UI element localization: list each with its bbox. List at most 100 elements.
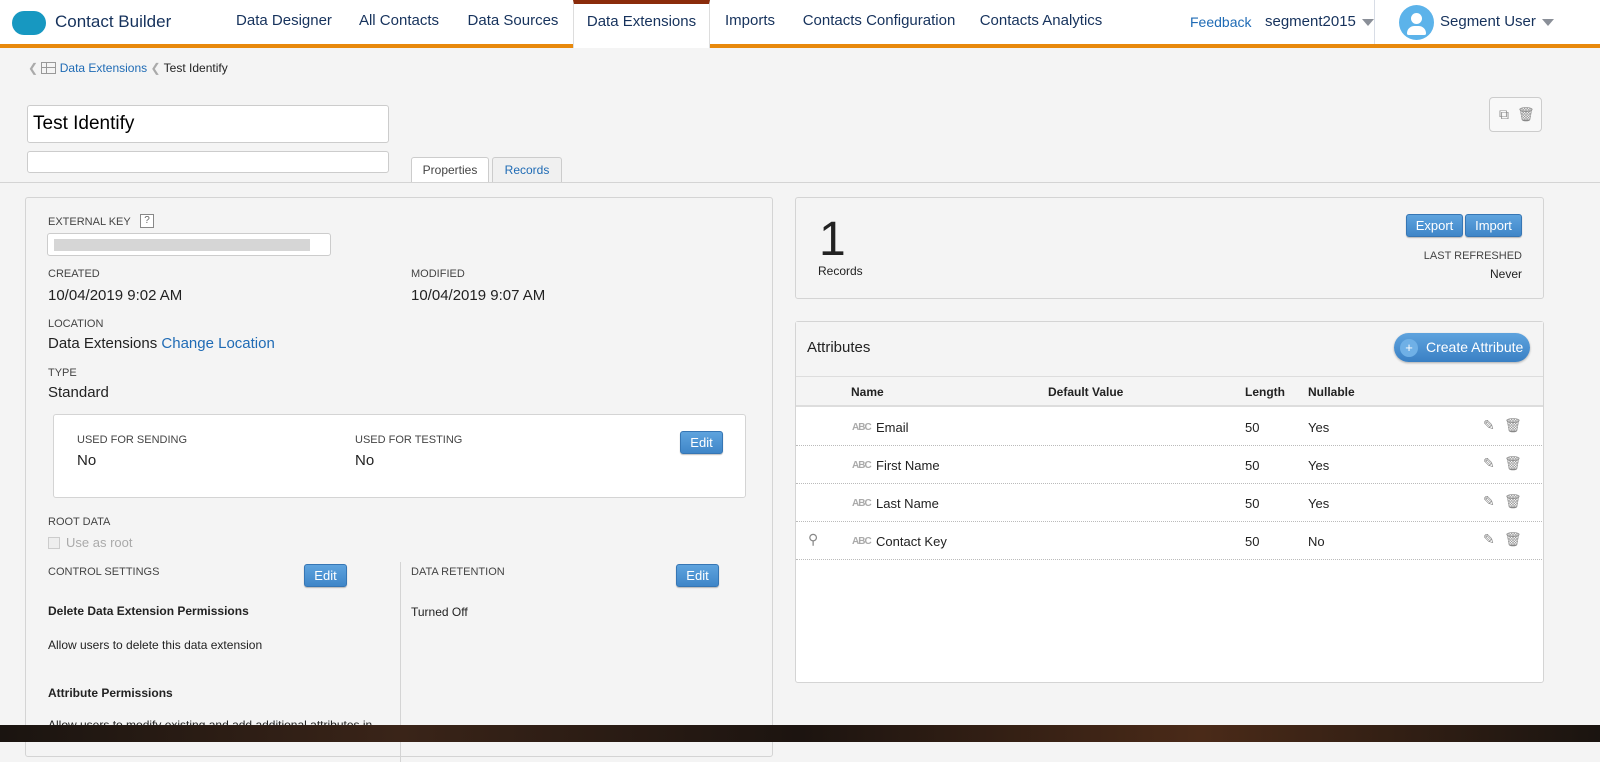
type-label: TYPE	[48, 367, 77, 379]
account-dropdown[interactable]: segment2015	[1265, 13, 1374, 30]
actions-button-group: ⧉ 🗑	[1489, 97, 1542, 132]
text-type-icon: ABC	[852, 422, 872, 433]
tab-properties[interactable]: Properties	[411, 157, 489, 183]
feedback-link[interactable]: Feedback	[1190, 14, 1252, 30]
change-location-link[interactable]: Change Location	[161, 335, 275, 352]
chevron-left-icon: ❮	[150, 61, 161, 75]
name-input[interactable]	[27, 105, 389, 143]
attributes-panel: Attributes + Create Attribute Name Defaul…	[795, 321, 1544, 683]
attribute-name: Contact Key	[876, 534, 947, 549]
nav-contacts-analytics[interactable]: Contacts Analytics	[979, 12, 1103, 29]
root-data-label: ROOT DATA	[48, 516, 111, 528]
attribute-nullable: No	[1308, 534, 1325, 549]
nav-data-sources[interactable]: Data Sources	[467, 12, 559, 29]
modified-value: 10/04/2019 9:07 AM	[411, 287, 546, 304]
edit-control-settings-button[interactable]: Edit	[304, 564, 347, 587]
help-icon[interactable]: ?	[140, 214, 154, 228]
nav-contacts-configuration[interactable]: Contacts Configuration	[802, 12, 956, 29]
edit-pencil-icon[interactable]: ✎	[1483, 531, 1495, 547]
divider	[0, 182, 1600, 183]
copy-icon[interactable]: ⧉	[1499, 106, 1509, 122]
used-for-sending-label: USED FOR SENDING	[77, 434, 188, 446]
edit-data-retention-button[interactable]: Edit	[676, 564, 719, 587]
attribute-length: 50	[1245, 496, 1260, 511]
column-nullable[interactable]: Nullable	[1308, 385, 1355, 399]
trash-icon[interactable]: 🗑	[1504, 417, 1522, 433]
records-label: Records	[818, 264, 863, 278]
trash-icon[interactable]: 🗑	[1504, 493, 1522, 509]
edit-pencil-icon[interactable]: ✎	[1483, 417, 1495, 433]
chevron-down-icon	[1361, 18, 1374, 26]
breadcrumb-current: Test Identify	[163, 61, 228, 75]
salesforce-cloud-icon	[12, 11, 46, 35]
trash-icon[interactable]: 🗑	[1504, 455, 1522, 471]
table-row[interactable]: ABC First Name 50 Yes ✎ 🗑	[796, 446, 1542, 484]
edit-sending-button[interactable]: Edit	[680, 431, 723, 454]
table-row[interactable]: ABC Email 50 Yes ✎ 🗑	[796, 408, 1542, 446]
attribute-nullable: Yes	[1308, 458, 1330, 473]
nav-imports[interactable]: Imports	[724, 12, 775, 29]
edit-pencil-icon[interactable]: ✎	[1483, 493, 1495, 509]
table-row[interactable]: ABC Last Name 50 Yes ✎ 🗑	[796, 484, 1542, 522]
attribute-permissions-title: Attribute Permissions	[48, 686, 173, 700]
delete-permissions-text: Allow users to delete this data extensio…	[48, 638, 263, 652]
table-icon	[41, 62, 57, 74]
column-length[interactable]: Length	[1245, 385, 1285, 399]
primary-key-icon: ⚲	[808, 531, 819, 547]
user-menu[interactable]: Segment User	[1440, 13, 1554, 30]
control-settings-label: CONTROL SETTINGS	[48, 566, 160, 578]
nav-all-contacts[interactable]: All Contacts	[358, 12, 440, 29]
last-refreshed-value: Never	[1489, 267, 1522, 281]
import-button[interactable]: Import	[1465, 214, 1522, 237]
plus-icon: +	[1400, 339, 1418, 357]
chevron-left-icon: ❮	[28, 61, 39, 75]
attribute-length: 50	[1245, 534, 1260, 549]
attribute-nullable: Yes	[1308, 496, 1330, 511]
created-value: 10/04/2019 9:02 AM	[48, 287, 183, 304]
attribute-name: Last Name	[876, 496, 939, 511]
used-for-testing-label: USED FOR TESTING	[355, 434, 463, 446]
data-retention-value: Turned Off	[411, 605, 468, 619]
description-input[interactable]	[27, 151, 389, 173]
use-as-root-label: Use as root	[66, 535, 133, 550]
location-value: Data Extensions Change Location	[48, 335, 275, 352]
last-refreshed-label: LAST REFRESHED	[1423, 250, 1522, 262]
attribute-nullable: Yes	[1308, 420, 1330, 435]
use-as-root-checkbox[interactable]: Use as root	[48, 535, 132, 550]
nav-data-designer[interactable]: Data Designer	[236, 12, 332, 29]
attribute-length: 50	[1245, 420, 1260, 435]
data-retention-label: DATA RETENTION	[411, 566, 505, 578]
column-default-value[interactable]: Default Value	[1048, 385, 1124, 399]
text-type-icon: ABC	[852, 460, 872, 471]
table-row[interactable]: ⚲ ABC Contact Key 50 No ✎ 🗑	[796, 522, 1542, 560]
modified-label: MODIFIED	[411, 268, 465, 280]
attribute-name: Email	[876, 420, 909, 435]
edit-pencil-icon[interactable]: ✎	[1483, 455, 1495, 471]
export-button[interactable]: Export	[1406, 214, 1463, 237]
type-value: Standard	[48, 384, 109, 401]
external-key-field[interactable]	[47, 233, 331, 256]
column-name[interactable]: Name	[851, 385, 884, 399]
create-attribute-label: Create Attribute	[1426, 339, 1524, 355]
tab-records[interactable]: Records	[492, 157, 562, 182]
avatar[interactable]	[1399, 5, 1434, 40]
record-count: 1	[819, 213, 846, 266]
attribute-name: First Name	[876, 458, 940, 473]
trash-icon[interactable]: 🗑	[1517, 106, 1535, 122]
app-title[interactable]: Contact Builder	[55, 12, 172, 31]
account-name: segment2015	[1265, 13, 1356, 30]
attributes-table-header: Name Default Value Length Nullable	[796, 377, 1543, 407]
properties-panel: EXTERNAL KEY ? CREATED 10/04/2019 9:02 A…	[25, 197, 773, 762]
create-attribute-button[interactable]: + Create Attribute	[1394, 333, 1530, 362]
used-for-testing-value: No	[355, 452, 375, 469]
chevron-down-icon	[1541, 18, 1554, 26]
top-nav: Contact Builder Data Designer All Contac…	[0, 0, 1600, 48]
nav-data-extensions[interactable]: Data Extensions	[573, 0, 710, 48]
sending-testing-box: USED FOR SENDING No USED FOR TESTING No …	[53, 414, 746, 498]
breadcrumb-data-extensions[interactable]: Data Extensions	[59, 61, 148, 75]
breadcrumb: ❮ Data Extensions ❮ Test Identify	[28, 61, 228, 75]
desktop-strip	[0, 725, 1600, 742]
trash-icon[interactable]: 🗑	[1504, 531, 1522, 547]
used-for-sending-value: No	[77, 452, 97, 469]
text-type-icon: ABC	[852, 498, 872, 509]
